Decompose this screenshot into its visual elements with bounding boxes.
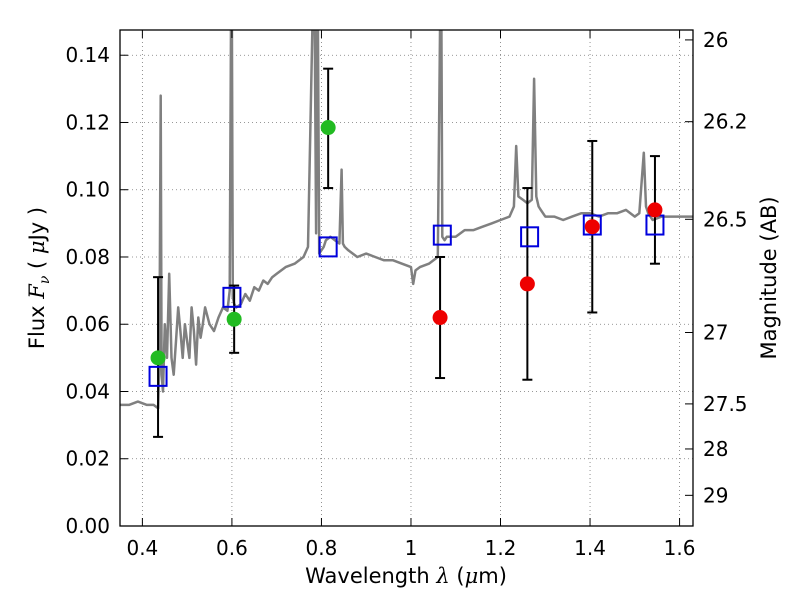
x-tick-label: 0.6 xyxy=(216,536,248,560)
model-photometry-box xyxy=(432,224,452,246)
x-axis-label: Wavelength λ (μm) xyxy=(305,564,507,588)
y2-tick-label: 29 xyxy=(703,483,728,507)
nearir-data-point xyxy=(519,276,535,292)
y2-tick-label: 26 xyxy=(703,28,728,52)
y-tick-label: 0.04 xyxy=(65,379,110,403)
model-photometry-box xyxy=(318,236,338,258)
x-tick-label: 1.2 xyxy=(485,536,517,560)
model-photometry-box xyxy=(148,365,168,387)
y-tick-label: 0.00 xyxy=(65,514,110,538)
x-tick-label: 1 xyxy=(405,536,418,560)
nearir-data-point xyxy=(584,219,600,235)
plot-frame xyxy=(119,29,694,527)
model-photometry-box xyxy=(222,286,242,308)
optical-data-point xyxy=(320,120,336,136)
y2-axis-label: Magnitude (AB) xyxy=(757,196,781,359)
x-tick-label: 0.4 xyxy=(126,536,158,560)
sed-model-line xyxy=(120,30,693,410)
optical-data-point xyxy=(226,311,242,327)
y-tick-label: 0.14 xyxy=(65,43,110,67)
x-tick-label: 1.4 xyxy=(574,536,606,560)
nearir-data-point xyxy=(432,310,448,326)
model-photometry-box xyxy=(520,226,540,248)
y-tick-label: 0.02 xyxy=(65,447,110,471)
y-tick-label: 0.06 xyxy=(65,312,110,336)
x-tick-label: 1.6 xyxy=(664,536,696,560)
y-tick-label: 0.12 xyxy=(65,110,110,134)
y2-tick-label: 27.5 xyxy=(703,392,748,416)
y-tick-label: 0.08 xyxy=(65,245,110,269)
model-photometry-box xyxy=(582,214,602,236)
x-tick-label: 0.8 xyxy=(306,536,338,560)
y2-tick-label: 26.2 xyxy=(703,110,748,134)
nearir-data-point xyxy=(647,202,663,218)
y2-tick-label: 27 xyxy=(703,320,728,344)
y2-tick-label: 26.5 xyxy=(703,207,748,231)
plot-area xyxy=(120,30,693,526)
optical-data-point xyxy=(150,350,166,366)
sed-model-layer xyxy=(120,30,693,410)
y-axis-label: Flux Fν ( μJy ) xyxy=(25,207,53,349)
tick-layer: 0.4 0.6 0.8 1 1.2 1.4 1.6 0.00 0.02 0.04 0.06 0.08 0… xyxy=(65,28,747,560)
y-tick-label: 0.10 xyxy=(65,178,110,202)
y2-tick-label: 28 xyxy=(703,437,728,461)
marker-layer xyxy=(148,120,665,387)
